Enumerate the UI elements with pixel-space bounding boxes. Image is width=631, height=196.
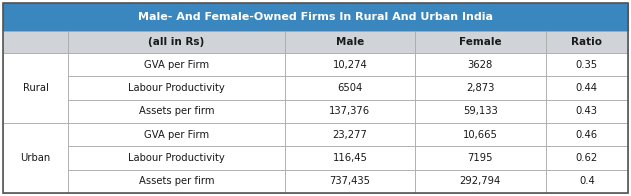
Text: 0.35: 0.35 — [575, 60, 598, 70]
Text: 292,794: 292,794 — [460, 176, 501, 186]
Text: GVA per Firm: GVA per Firm — [144, 130, 209, 140]
Bar — [285, 146, 415, 170]
Bar — [546, 100, 628, 123]
Bar — [415, 31, 546, 53]
Text: 6504: 6504 — [337, 83, 362, 93]
Text: (all in Rs): (all in Rs) — [148, 37, 204, 47]
Bar — [546, 76, 628, 100]
Text: 7195: 7195 — [468, 153, 493, 163]
Bar — [285, 123, 415, 146]
Text: Assets per firm: Assets per firm — [139, 106, 214, 116]
Text: 10,665: 10,665 — [463, 130, 498, 140]
Text: 59,133: 59,133 — [463, 106, 498, 116]
Text: 0.62: 0.62 — [575, 153, 598, 163]
Text: 137,376: 137,376 — [329, 106, 370, 116]
Bar — [546, 53, 628, 76]
Text: 2,873: 2,873 — [466, 83, 495, 93]
Bar — [415, 146, 546, 170]
Bar — [3, 3, 628, 31]
Text: 23,277: 23,277 — [333, 130, 367, 140]
Text: GVA per Firm: GVA per Firm — [144, 60, 209, 70]
Text: Male: Male — [336, 37, 364, 47]
Text: 0.44: 0.44 — [576, 83, 598, 93]
Text: 0.4: 0.4 — [579, 176, 594, 186]
Bar — [415, 170, 546, 193]
Text: 116,45: 116,45 — [333, 153, 367, 163]
Bar — [415, 123, 546, 146]
Bar — [3, 31, 68, 53]
Bar — [546, 170, 628, 193]
Bar — [546, 31, 628, 53]
Bar — [3, 123, 68, 193]
Text: 737,435: 737,435 — [329, 176, 370, 186]
Bar — [68, 76, 285, 100]
Text: Assets per firm: Assets per firm — [139, 176, 214, 186]
Text: Rural: Rural — [23, 83, 49, 93]
Text: Male- And Female-Owned Firms In Rural And Urban India: Male- And Female-Owned Firms In Rural An… — [138, 12, 493, 22]
Text: 10,274: 10,274 — [333, 60, 367, 70]
Text: 0.46: 0.46 — [575, 130, 598, 140]
Bar — [285, 100, 415, 123]
Bar — [68, 123, 285, 146]
Bar — [415, 53, 546, 76]
Text: Urban: Urban — [20, 153, 50, 163]
Bar — [68, 170, 285, 193]
Bar — [68, 31, 285, 53]
Bar — [285, 76, 415, 100]
Bar — [285, 53, 415, 76]
Bar — [68, 100, 285, 123]
Bar — [285, 31, 415, 53]
Bar — [68, 146, 285, 170]
Text: Female: Female — [459, 37, 502, 47]
Bar — [415, 100, 546, 123]
Bar — [546, 146, 628, 170]
Bar — [3, 53, 68, 123]
Text: Labour Productivity: Labour Productivity — [128, 83, 225, 93]
Text: 3628: 3628 — [468, 60, 493, 70]
Bar — [68, 53, 285, 76]
Text: Ratio: Ratio — [571, 37, 603, 47]
Bar — [285, 170, 415, 193]
Text: Labour Productivity: Labour Productivity — [128, 153, 225, 163]
Bar — [546, 123, 628, 146]
Text: 0.43: 0.43 — [576, 106, 598, 116]
Bar — [415, 76, 546, 100]
